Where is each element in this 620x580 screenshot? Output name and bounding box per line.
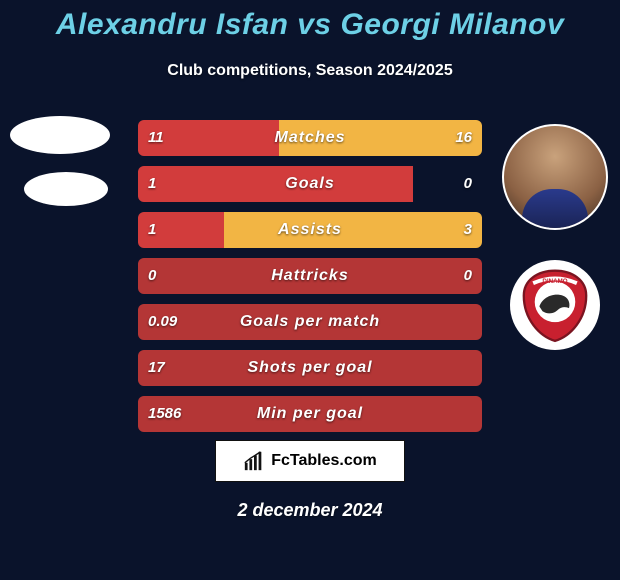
player2-club-badge: DINAMO xyxy=(510,260,600,350)
stat-label: Matches xyxy=(138,120,482,156)
stat-row: 00Hattricks xyxy=(138,258,482,294)
stat-rows: 1116Matches 10Goals 13Assists 00Hattricks 0.… xyxy=(138,120,482,442)
stat-label: Min per goal xyxy=(138,396,482,432)
stat-row: 17Shots per goal xyxy=(138,350,482,386)
stat-row: 10Goals xyxy=(138,166,482,202)
stat-label: Goals xyxy=(138,166,482,202)
stat-label: Assists xyxy=(138,212,482,248)
stat-label: Goals per match xyxy=(138,304,482,340)
comparison-card: Alexandru Isfan vs Georgi Milanov Club c… xyxy=(0,0,620,580)
dinamo-badge-icon: DINAMO xyxy=(516,266,594,344)
stat-row: 1116Matches xyxy=(138,120,482,156)
player1-avatar-placeholder-bottom xyxy=(24,172,108,206)
subtitle: Club competitions, Season 2024/2025 xyxy=(0,62,620,80)
footer-date: 2 december 2024 xyxy=(0,500,620,521)
subtitle-text: Club competitions, Season 2024/2025 xyxy=(167,62,452,79)
stat-label: Hattricks xyxy=(138,258,482,294)
stat-row: 13Assists xyxy=(138,212,482,248)
stat-row: 1586Min per goal xyxy=(138,396,482,432)
page-title: Alexandru Isfan vs Georgi Milanov xyxy=(0,8,620,42)
brand-text: FcTables.com xyxy=(271,452,377,470)
chart-icon xyxy=(243,450,265,472)
player2-avatar xyxy=(502,124,608,230)
player1-avatar-placeholder-top xyxy=(10,116,110,154)
stat-row: 0.09Goals per match xyxy=(138,304,482,340)
footer-date-text: 2 december 2024 xyxy=(237,500,382,520)
stat-label: Shots per goal xyxy=(138,350,482,386)
title-text: Alexandru Isfan vs Georgi Milanov xyxy=(56,8,564,41)
brand-badge: FcTables.com xyxy=(215,440,405,482)
badge-text: DINAMO xyxy=(542,278,567,285)
